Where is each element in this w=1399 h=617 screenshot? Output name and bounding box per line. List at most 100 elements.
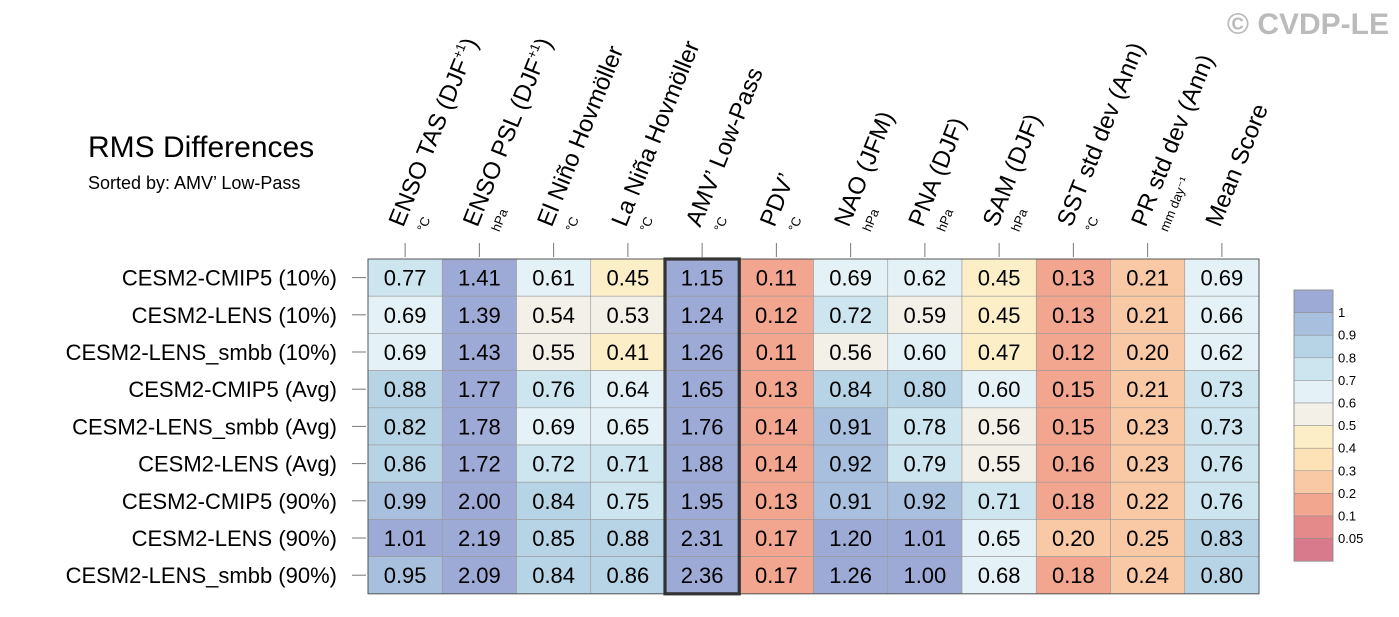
- cell-value-label: 0.21: [1126, 303, 1169, 328]
- heatmap-cell: [441, 407, 517, 446]
- heatmap-cell: [441, 519, 517, 557]
- cell-value-label: 2.00: [458, 489, 501, 514]
- cell-value-label: 0.79: [903, 452, 946, 477]
- cell-value-label: 0.92: [829, 452, 872, 477]
- cell-value-label: 0.15: [1052, 414, 1095, 439]
- heatmap-cell: [1035, 444, 1111, 483]
- heatmap-cell: [887, 481, 963, 520]
- row-label: CESM2-LENS_smbb (10%): [66, 340, 337, 365]
- heatmap-cell: [590, 295, 666, 334]
- cell-value-label: 1.01: [384, 526, 427, 551]
- colorbar-swatch: [1293, 380, 1334, 404]
- cell-value-label: 0.13: [755, 489, 798, 514]
- cell-value-label: 2.36: [681, 563, 724, 588]
- cell-value-label: 0.14: [755, 452, 798, 477]
- column-label-group: Mean Score: [1200, 100, 1274, 230]
- cell-value-label: 0.65: [606, 414, 649, 439]
- heatmap-cell: [590, 407, 666, 446]
- cell-value-label: 0.61: [532, 266, 575, 291]
- colorbar-tick-label: 1: [1338, 305, 1345, 320]
- cell-value-label: 1.43: [458, 340, 501, 365]
- cell-value-label: 1.39: [458, 303, 501, 328]
- colorbar-swatch: [1293, 357, 1334, 381]
- heatmap-cell: [961, 295, 1037, 334]
- cell-value-label: 0.64: [606, 377, 649, 402]
- cell-value-label: 0.69: [829, 266, 872, 291]
- cell-value-label: 0.62: [1200, 340, 1243, 365]
- heatmap-cell: [1110, 556, 1186, 595]
- cell-value-label: 0.91: [829, 414, 872, 439]
- heatmap-cell: [813, 444, 889, 483]
- cell-value-label: 0.69: [1200, 266, 1243, 291]
- colorbar-tick-label: 0.5: [1338, 418, 1356, 433]
- heatmap-cell: [1184, 258, 1260, 297]
- heatmap-cell: [887, 370, 963, 409]
- cell-value-label: 0.88: [606, 526, 649, 551]
- heatmap-cell: [664, 407, 740, 446]
- cell-value-label: 0.25: [1126, 526, 1169, 551]
- column-label: SAM (DJF): [978, 110, 1047, 230]
- cell-value-label: 2.09: [458, 563, 501, 588]
- cell-value-label: 0.13: [1052, 303, 1095, 328]
- heatmap-cell: [664, 295, 740, 334]
- cell-value-label: 1.72: [458, 452, 501, 477]
- column-label: AMV’ Low-Pass: [681, 64, 769, 230]
- cell-value-label: 2.31: [681, 526, 724, 551]
- cell-value-label: 0.60: [903, 340, 946, 365]
- heatmap-cell: [1110, 444, 1186, 483]
- chart-subtitle: Sorted by: AMV’ Low-Pass: [88, 173, 300, 193]
- column-label: NAO (JFM): [829, 108, 899, 231]
- colorbar-tick-label: 0.2: [1338, 486, 1356, 501]
- cell-value-label: 0.62: [903, 266, 946, 291]
- cell-value-label: 1.24: [681, 303, 724, 328]
- cell-value-label: 0.21: [1126, 377, 1169, 402]
- heatmap-cell: [887, 519, 963, 557]
- heatmap-cell: [1184, 556, 1260, 595]
- heatmap-cell: [441, 370, 517, 409]
- heatmap-cell: [516, 295, 592, 334]
- column-label-group: PNA (DJF)hPa: [903, 114, 971, 234]
- heatmap-cell: [738, 519, 814, 557]
- heatmap-cell: [813, 333, 889, 371]
- column-label-group: PDV’°C: [755, 169, 805, 233]
- heatmap-cell: [887, 258, 963, 297]
- cell-value-label: 0.80: [1200, 563, 1243, 588]
- chart-title: RMS Differences: [88, 131, 314, 164]
- column-unit-label: hPa: [859, 206, 882, 234]
- row-label: CESM2-CMIP5 (90%): [122, 489, 337, 514]
- heatmap-cell: [738, 556, 814, 595]
- heatmap-cell: [1110, 333, 1186, 371]
- cell-value-label: 0.83: [1200, 526, 1243, 551]
- cell-value-label: 0.60: [978, 377, 1021, 402]
- row-labels: CESM2-CMIP5 (10%) CESM2-LENS (10%) CESM2-L…: [66, 266, 366, 588]
- cell-value-label: 0.12: [1052, 340, 1095, 365]
- cell-value-label: 0.84: [829, 377, 872, 402]
- cell-value-label: 0.55: [532, 340, 575, 365]
- heatmap-cell: [441, 481, 517, 520]
- cell-value-label: 1.26: [681, 340, 724, 365]
- heatmap-cell: [1035, 481, 1111, 520]
- cell-value-label: 1.00: [903, 563, 946, 588]
- cell-value-label: 0.15: [1052, 377, 1095, 402]
- heatmap-cell: [738, 481, 814, 520]
- colorbar-swatch: [1293, 493, 1334, 517]
- heatmap-cell: [441, 258, 517, 297]
- colorbar-tick-label: 0.1: [1338, 509, 1356, 524]
- colorbar-swatch: [1293, 425, 1334, 449]
- cell-value-label: 0.13: [755, 377, 798, 402]
- cell-value-label: 0.54: [532, 303, 575, 328]
- heatmap-cell: [367, 407, 443, 446]
- heatmap-cell: [367, 519, 443, 557]
- cell-value-label: 1.15: [681, 266, 724, 291]
- cell-value-label: 1.01: [903, 526, 946, 551]
- heatmap-cell: [738, 444, 814, 483]
- cell-value-label: 0.16: [1052, 452, 1095, 477]
- cell-value-label: 0.45: [978, 303, 1021, 328]
- cell-value-label: 0.17: [755, 563, 798, 588]
- cell-value-label: 0.11: [756, 266, 797, 291]
- colorbar-swatch: [1293, 312, 1334, 336]
- colorbar-tick-label: 0.7: [1338, 373, 1356, 388]
- cell-value-label: 0.41: [606, 340, 649, 365]
- row-label: CESM2-LENS (Avg): [138, 452, 337, 477]
